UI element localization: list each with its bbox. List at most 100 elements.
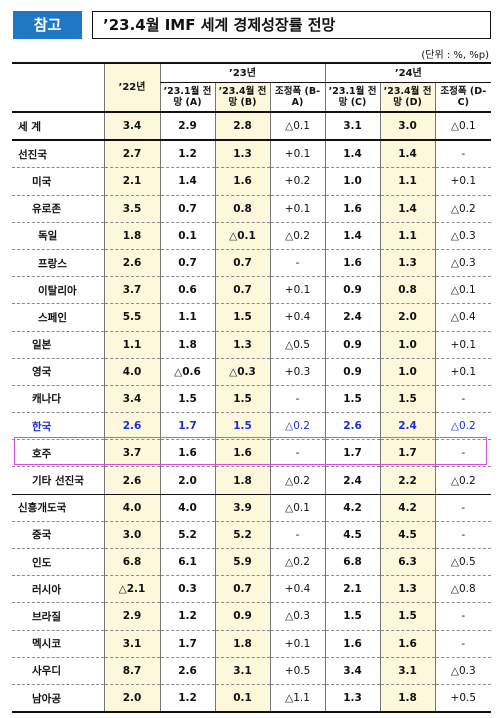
cell-value: 1.4 [324, 140, 381, 169]
cell-value: +0.4 [269, 303, 326, 332]
table-row: 브라질 2.9 1.2 0.9 △0.3 1.5 1.5- [12, 602, 492, 631]
cell-value: 1.6 [214, 167, 270, 196]
cell-value: 4.5 [379, 521, 436, 550]
cell-value: 2.9 [103, 602, 160, 631]
cell-value: 1.0 [379, 358, 436, 386]
cell-value: 0.3 [159, 575, 215, 604]
cell-value: - [269, 249, 326, 278]
table-row: 멕시코 3.1 1.7 1.8 +0.1 1.6 1.6- [12, 630, 492, 658]
cell-value: 3.9 [214, 494, 270, 522]
row-label: 이탈리아 [12, 276, 104, 305]
header-2024: ’24년 [324, 63, 492, 83]
cell-value: 0.6 [159, 276, 215, 305]
cell-value: - [269, 439, 326, 468]
cell-value: 2.9 [159, 112, 215, 142]
cell-value: +0.1 [434, 167, 492, 196]
cell-value: 1.7 [324, 439, 381, 468]
cell-value: - [434, 439, 492, 468]
cell-value: 1.1 [103, 331, 160, 359]
header-2023: ’23년 [159, 63, 326, 83]
cell-value: 1.6 [214, 439, 270, 468]
header-sub: ’23.1월 전망 (A) [159, 82, 215, 113]
cell-value: 3.0 [103, 521, 160, 550]
cell-value: 1.3 [214, 140, 270, 169]
cell-value: 3.4 [103, 385, 160, 414]
cell-value: △0.5 [434, 548, 492, 577]
cell-value: +0.5 [434, 684, 492, 714]
cell-value: 1.0 [379, 331, 436, 359]
row-label: 멕시코 [12, 630, 104, 658]
row-label: 미국 [12, 167, 104, 196]
cell-value: 0.7 [214, 249, 270, 278]
cell-value: 2.2 [379, 466, 436, 495]
cell-value: 1.6 [324, 195, 381, 223]
cell-value: 0.7 [214, 276, 270, 305]
cell-value: 1.4 [159, 167, 215, 196]
row-label: 러시아 [12, 575, 104, 604]
cell-value: 3.4 [324, 657, 381, 685]
cell-value: 0.9 [324, 331, 381, 359]
cell-value: △0.3 [269, 602, 326, 631]
row-label: 호주 [12, 439, 104, 468]
cell-value: 1.5 [214, 412, 270, 441]
cell-value: △0.2 [269, 466, 326, 495]
cell-value: △0.2 [269, 548, 326, 577]
cell-value: 0.9 [324, 276, 381, 305]
header-sub: ’23.1월 전망 (C) [324, 82, 381, 113]
row-label: 한국 [12, 412, 104, 441]
cell-value: - [434, 602, 492, 631]
cell-value: +0.1 [269, 276, 326, 305]
unit-note: (단위 : %, %p) [421, 50, 489, 61]
row-label: 독일 [12, 222, 104, 250]
table-row: 캐나다 3.4 1.5 1.5-1.5 1.5- [12, 385, 492, 414]
cell-value: 6.8 [324, 548, 381, 577]
row-label: 남아공 [12, 684, 104, 714]
cell-value: 1.3 [379, 575, 436, 604]
cell-value: △0.6 [159, 358, 215, 386]
cell-value: 2.7 [103, 140, 160, 169]
cell-value: 1.6 [159, 439, 215, 468]
cell-value: 2.6 [103, 412, 160, 441]
cell-value: 1.5 [324, 602, 381, 631]
cell-value: 2.0 [379, 303, 436, 332]
cell-value: 1.8 [214, 466, 270, 495]
cell-value: 4.0 [103, 358, 160, 386]
table-row: 프랑스 2.6 0.7 0.7-1.6 1.3 △0.3 [12, 249, 492, 278]
cell-value: 1.8 [379, 684, 436, 714]
cell-value: 3.1 [324, 112, 381, 142]
cell-value: 3.1 [103, 630, 160, 658]
cell-value: 0.8 [214, 195, 270, 223]
cell-value: 1.8 [214, 630, 270, 658]
cell-value: 1.4 [324, 222, 381, 250]
cell-value: 6.1 [159, 548, 215, 577]
row-label: 브라질 [12, 602, 104, 631]
cell-value: 1.1 [159, 303, 215, 332]
cell-value: 1.2 [159, 140, 215, 169]
cell-value: - [434, 494, 492, 522]
cell-value: 2.4 [324, 303, 381, 332]
cell-value: △0.1 [434, 276, 492, 305]
cell-value: 3.7 [103, 276, 160, 305]
cell-value: △0.3 [434, 222, 492, 250]
growth-forecast-table: ’22년 ’23년 ’24년 ’23.1월 전망 (A) ’23.4월 전망 (… [12, 62, 492, 714]
cell-value: 0.1 [214, 684, 270, 714]
cell-value: 1.5 [214, 303, 270, 332]
cell-value: +0.2 [269, 167, 326, 196]
cell-value: 1.5 [379, 385, 436, 414]
report-header: 참고 ’23.4월 IMF 세계 경제성장률 전망 [13, 11, 491, 39]
reference-badge: 참고 [13, 11, 82, 39]
cell-value: △0.3 [434, 657, 492, 685]
cell-value: - [434, 521, 492, 550]
cell-value: 8.7 [103, 657, 160, 685]
row-label: 기타 선진국 [12, 466, 104, 495]
cell-value: △0.1 [434, 112, 492, 142]
cell-value: 5.2 [214, 521, 270, 550]
cell-value: - [269, 385, 326, 414]
row-label: 중국 [12, 521, 104, 550]
header-sub: ’23.4월 전망 (B) [214, 82, 270, 113]
cell-value: 4.5 [324, 521, 381, 550]
cell-value: 6.8 [103, 548, 160, 577]
cell-value: 1.0 [324, 167, 381, 196]
cell-value: 1.6 [324, 630, 381, 658]
table-row: 일본 1.1 1.8 1.3 △0.5 0.9 1.0 +0.1 [12, 331, 492, 359]
